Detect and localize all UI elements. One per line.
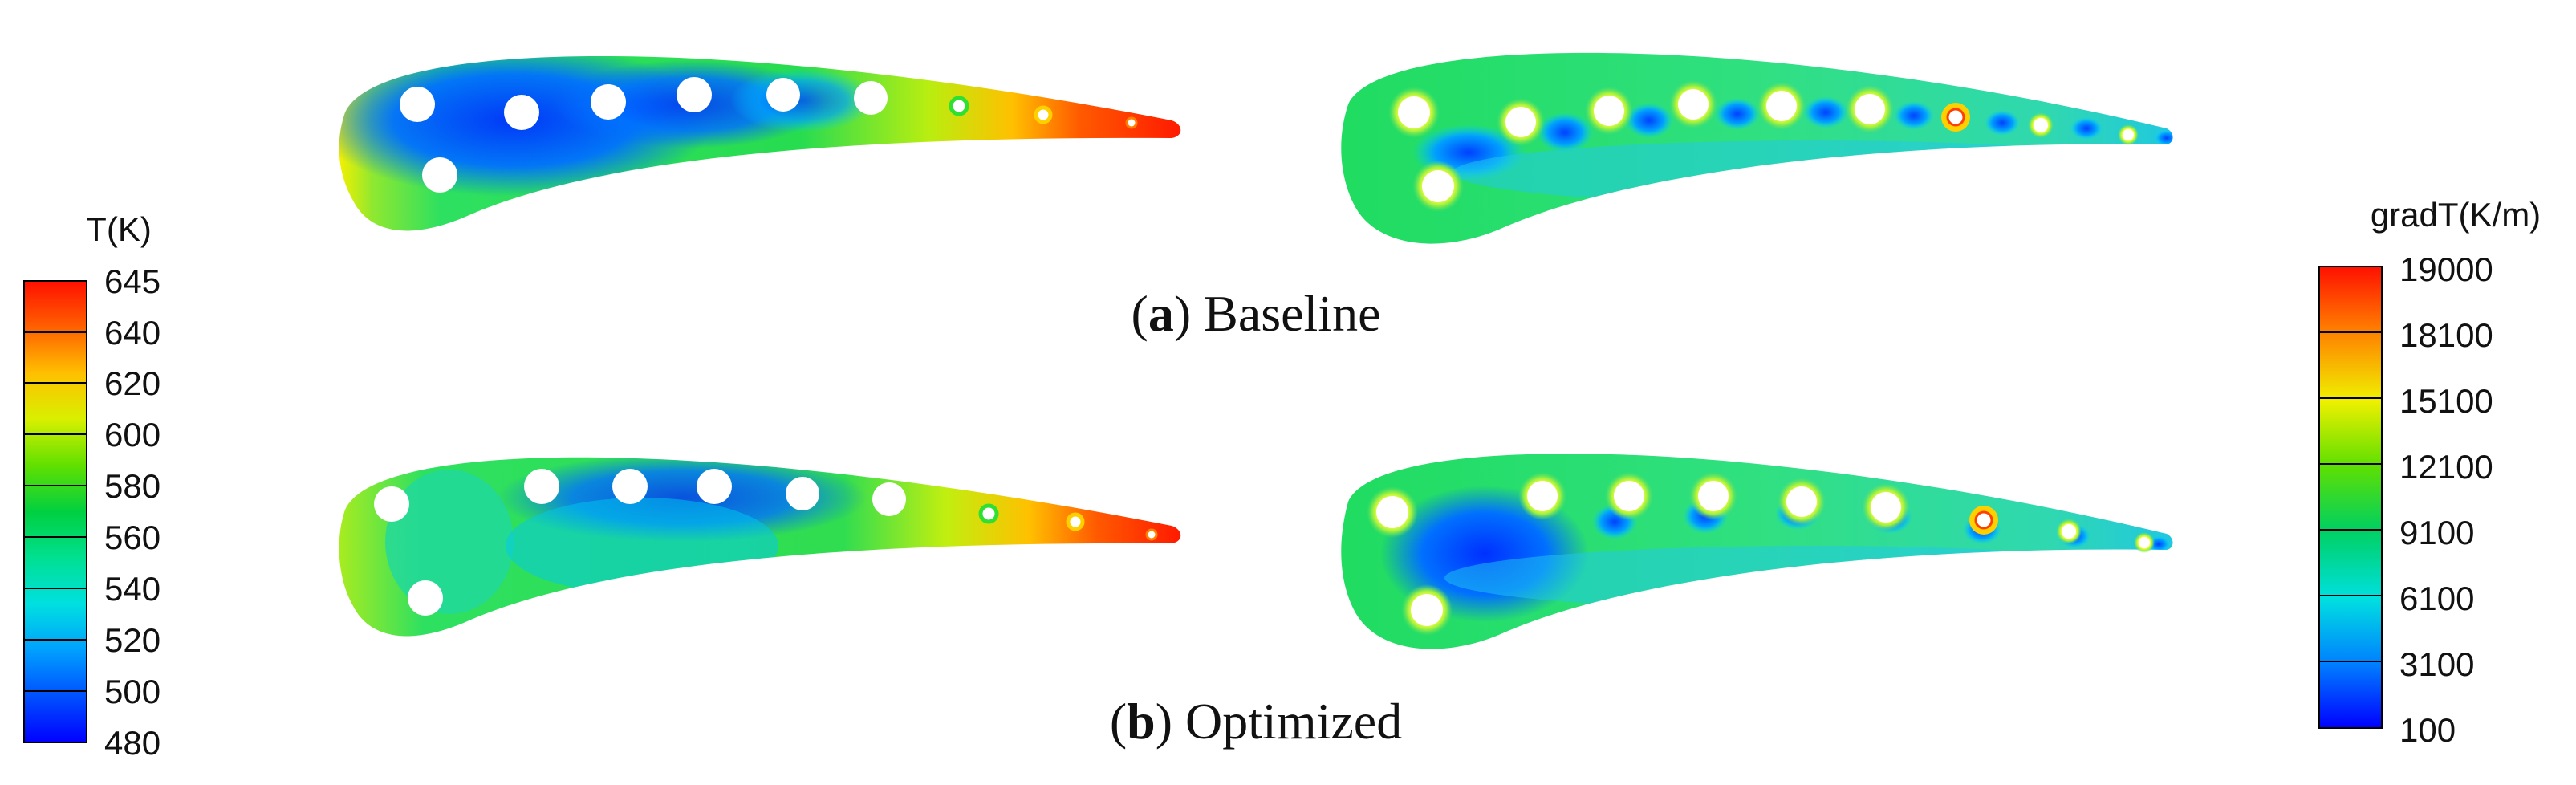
temperature-tick: 580 [104, 467, 160, 505]
caption-optimized-label: b [1127, 693, 1156, 750]
blade-gradient-optimized [1341, 454, 2173, 649]
temperature-tick: 620 [104, 364, 160, 402]
blade-temperature-optimized [339, 457, 1181, 637]
temperature-tick: 600 [104, 416, 160, 454]
gradient-tick: 3100 [2399, 645, 2474, 683]
caption-baseline: (a) Baseline [1132, 285, 1381, 342]
caption-optimized-text: Optimized [1172, 693, 1402, 750]
temperature-tick: 640 [104, 314, 160, 352]
temperature-colorbar-bar [23, 280, 87, 743]
caption-baseline-text: Baseline [1191, 285, 1380, 342]
temperature-tick: 500 [104, 673, 160, 710]
temperature-colorbar-title: T(K) [86, 210, 152, 248]
gradient-tick: 6100 [2399, 580, 2474, 617]
gradient-tick: 9100 [2399, 514, 2474, 551]
temperature-tick: 480 [104, 724, 160, 762]
gradient-tick: 100 [2399, 711, 2456, 749]
gradient-tick: 18100 [2399, 316, 2493, 354]
caption-optimized: (b) Optimized [1110, 693, 1402, 750]
temperature-tick: 560 [104, 519, 160, 556]
blade-temperature-baseline [339, 56, 1181, 231]
gradient-colorbar-bar [2318, 266, 2383, 729]
temperature-tick: 540 [104, 570, 160, 608]
blade-gradient-baseline [1341, 52, 2173, 244]
temperature-tick: 645 [104, 262, 160, 300]
gradient-tick: 15100 [2399, 382, 2493, 420]
gradient-colorbar-title: gradT(K/m) [2371, 196, 2541, 234]
gradient-tick: 19000 [2399, 250, 2493, 288]
caption-baseline-label: a [1148, 285, 1174, 342]
temperature-colorbar: T(K) 645 640 620 600 580 560 540 520 500… [23, 210, 160, 762]
temperature-tick: 520 [104, 621, 160, 659]
gradient-colorbar: gradT(K/m) 19000 18100 15100 12100 9100 … [2318, 196, 2541, 749]
gradient-tick: 12100 [2399, 448, 2493, 486]
